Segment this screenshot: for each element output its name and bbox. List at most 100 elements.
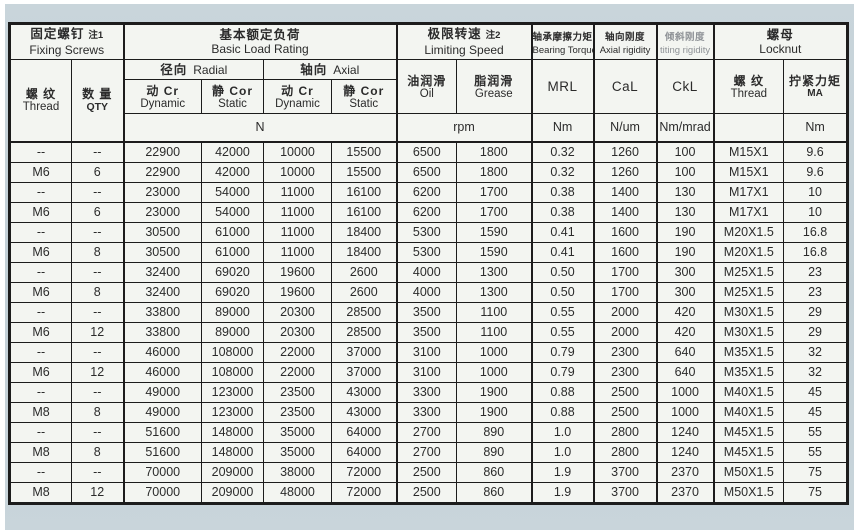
table-cell: M35X1.5 bbox=[712, 341, 785, 363]
unit-load-n: N bbox=[122, 113, 398, 143]
table-cell: 190 bbox=[655, 221, 715, 243]
table-cell: 0.38 bbox=[530, 181, 595, 203]
table-cell: 61000 bbox=[201, 241, 264, 263]
table-cell: 209000 bbox=[201, 481, 264, 505]
table-row: M8 12 70000 209000 48000 72000 2500 860 1.9 3700 2… bbox=[9, 481, 849, 505]
table-cell: 2000 bbox=[592, 301, 658, 323]
table-cell: 35000 bbox=[263, 421, 332, 443]
table-cell: 43000 bbox=[330, 381, 398, 403]
header-mrl-symbol: MRL bbox=[530, 59, 595, 114]
table-cell: 148000 bbox=[201, 421, 264, 443]
table-cell: 32400 bbox=[122, 261, 202, 283]
radial-static-label-en: Static bbox=[218, 97, 247, 110]
table-row: -- -- 22900 42000 10000 15500 6500 1800 0.32 1260… bbox=[9, 141, 849, 163]
table-cell: 1260 bbox=[592, 141, 658, 163]
table-cell: 32 bbox=[783, 361, 849, 383]
table-cell: 1000 bbox=[456, 361, 533, 383]
table-cell: -- bbox=[71, 381, 124, 403]
table-cell: -- bbox=[71, 181, 124, 203]
table-cell: -- bbox=[9, 221, 72, 243]
table-cell: 1600 bbox=[592, 221, 658, 243]
table-cell: 1400 bbox=[592, 201, 658, 223]
table-row: M6 12 46000 108000 22000 37000 3100 1000 0.79 230… bbox=[9, 361, 849, 383]
fixing-screws-label-zh: 固定螺钉 bbox=[30, 27, 85, 41]
bearing-spec-table: 固定螺钉 注1 Fixing Screws 基本额定负荷 Basic Load R… bbox=[8, 22, 850, 505]
table-cell: M6 bbox=[9, 361, 72, 383]
table-cell: M8 bbox=[9, 401, 72, 423]
table-cell: -- bbox=[9, 301, 72, 323]
table-cell: 1000 bbox=[655, 401, 715, 423]
table-cell: 23000 bbox=[122, 201, 202, 223]
table-cell: 420 bbox=[655, 301, 715, 323]
screw-thread-label-zh: 螺 纹 bbox=[25, 87, 57, 102]
unit-arigid-num: N/um bbox=[592, 113, 658, 143]
table-row: M8 8 49000 123000 23500 43000 3300 1900 0.88 2500… bbox=[9, 401, 849, 423]
table-cell: 860 bbox=[456, 461, 533, 483]
table-row: -- -- 32400 69020 19600 2600 4000 1300 0.50 1700 3… bbox=[9, 261, 849, 283]
table-cell: 2500 bbox=[592, 401, 658, 423]
table-cell: 51600 bbox=[122, 421, 202, 443]
table-cell: 0.38 bbox=[530, 201, 595, 223]
header-axial: 轴向 Axial bbox=[262, 59, 398, 80]
table-cell: M8 bbox=[9, 441, 72, 463]
table-cell: 300 bbox=[655, 261, 715, 283]
table-cell: 48000 bbox=[263, 481, 332, 505]
table-cell: 6500 bbox=[395, 161, 458, 183]
table-cell: 11000 bbox=[263, 221, 332, 243]
table-cell: 23500 bbox=[263, 401, 332, 423]
table-cell: 0.55 bbox=[530, 301, 595, 323]
table-cell: 0.32 bbox=[530, 141, 595, 163]
table-cell: 3300 bbox=[395, 381, 458, 403]
table-cell: 1300 bbox=[456, 261, 533, 283]
table-row: M6 8 32400 69020 19600 2600 4000 1300 0.50 1700 30… bbox=[9, 281, 849, 303]
table-cell: 9.6 bbox=[783, 161, 849, 183]
table-cell: 3500 bbox=[395, 321, 458, 343]
table-cell: 28500 bbox=[330, 321, 398, 343]
table-cell: -- bbox=[9, 261, 72, 283]
table-cell: 3500 bbox=[395, 301, 458, 323]
table-cell: 1240 bbox=[655, 421, 715, 443]
table-cell: 640 bbox=[655, 341, 715, 363]
table-cell: 89000 bbox=[201, 301, 264, 323]
table-cell: -- bbox=[9, 341, 72, 363]
table-cell: 18400 bbox=[330, 221, 398, 243]
locknut-thread-label-zh: 螺 纹 bbox=[733, 73, 764, 88]
table-cell: M50X1.5 bbox=[712, 481, 785, 505]
table-cell: 30500 bbox=[122, 221, 202, 243]
table-row: M6 12 33800 89000 20300 28500 3500 1100 0.55 2000… bbox=[9, 321, 849, 343]
dyn-stat-header-row: 动 Cr Dynamic 静 Cor Static 动 Cr Dynamic 静… bbox=[10, 79, 848, 114]
table-row: -- -- 51600 148000 35000 64000 2700 890 1.0 2800 1… bbox=[9, 421, 849, 443]
table-cell: M17X1 bbox=[712, 201, 785, 223]
table-cell: 45 bbox=[783, 401, 849, 423]
table-cell: 30500 bbox=[122, 241, 202, 263]
table-cell: 2700 bbox=[395, 441, 458, 463]
table-cell: 1900 bbox=[456, 401, 533, 423]
table-cell: 16100 bbox=[330, 181, 398, 203]
table-header: 固定螺钉 注1 Fixing Screws 基本额定负荷 Basic Load R… bbox=[9, 23, 849, 143]
table-cell: 8 bbox=[71, 441, 124, 463]
subgroup-header-row: 螺 纹 Thread 数 量 QTY 径向 Radial 轴向 Axial 油润滑 … bbox=[9, 59, 849, 143]
axial-static-label-zh: 静 Cor bbox=[343, 83, 385, 98]
table-cell: 130 bbox=[655, 201, 715, 223]
locknut-thread-label-en: Thread bbox=[730, 87, 768, 100]
table-cell: 108000 bbox=[201, 341, 264, 363]
table-cell: 1100 bbox=[456, 301, 533, 323]
table-cell: 0.79 bbox=[530, 341, 595, 363]
table-cell: M45X1.5 bbox=[712, 421, 785, 443]
table-cell: 640 bbox=[655, 361, 715, 383]
header-radial: 径向 Radial bbox=[122, 59, 264, 80]
table-cell: 0.41 bbox=[530, 221, 595, 243]
table-cell: 6 bbox=[71, 201, 124, 223]
table-cell: 1700 bbox=[592, 261, 658, 283]
table-cell: M15X1 bbox=[712, 141, 785, 163]
table-cell: 2370 bbox=[655, 461, 715, 483]
table-cell: -- bbox=[71, 301, 124, 323]
table-cell: 11000 bbox=[263, 241, 332, 263]
table-cell: 43000 bbox=[330, 401, 398, 423]
table-cell: 42000 bbox=[201, 161, 264, 183]
table-cell: M40X1.5 bbox=[712, 401, 785, 423]
table-row: -- -- 46000 108000 22000 37000 3100 1000 0.79 230… bbox=[9, 341, 849, 363]
table-cell: 15500 bbox=[330, 141, 398, 163]
table-cell: 12 bbox=[71, 361, 124, 383]
unit-torque-nm: Nm bbox=[530, 113, 595, 143]
